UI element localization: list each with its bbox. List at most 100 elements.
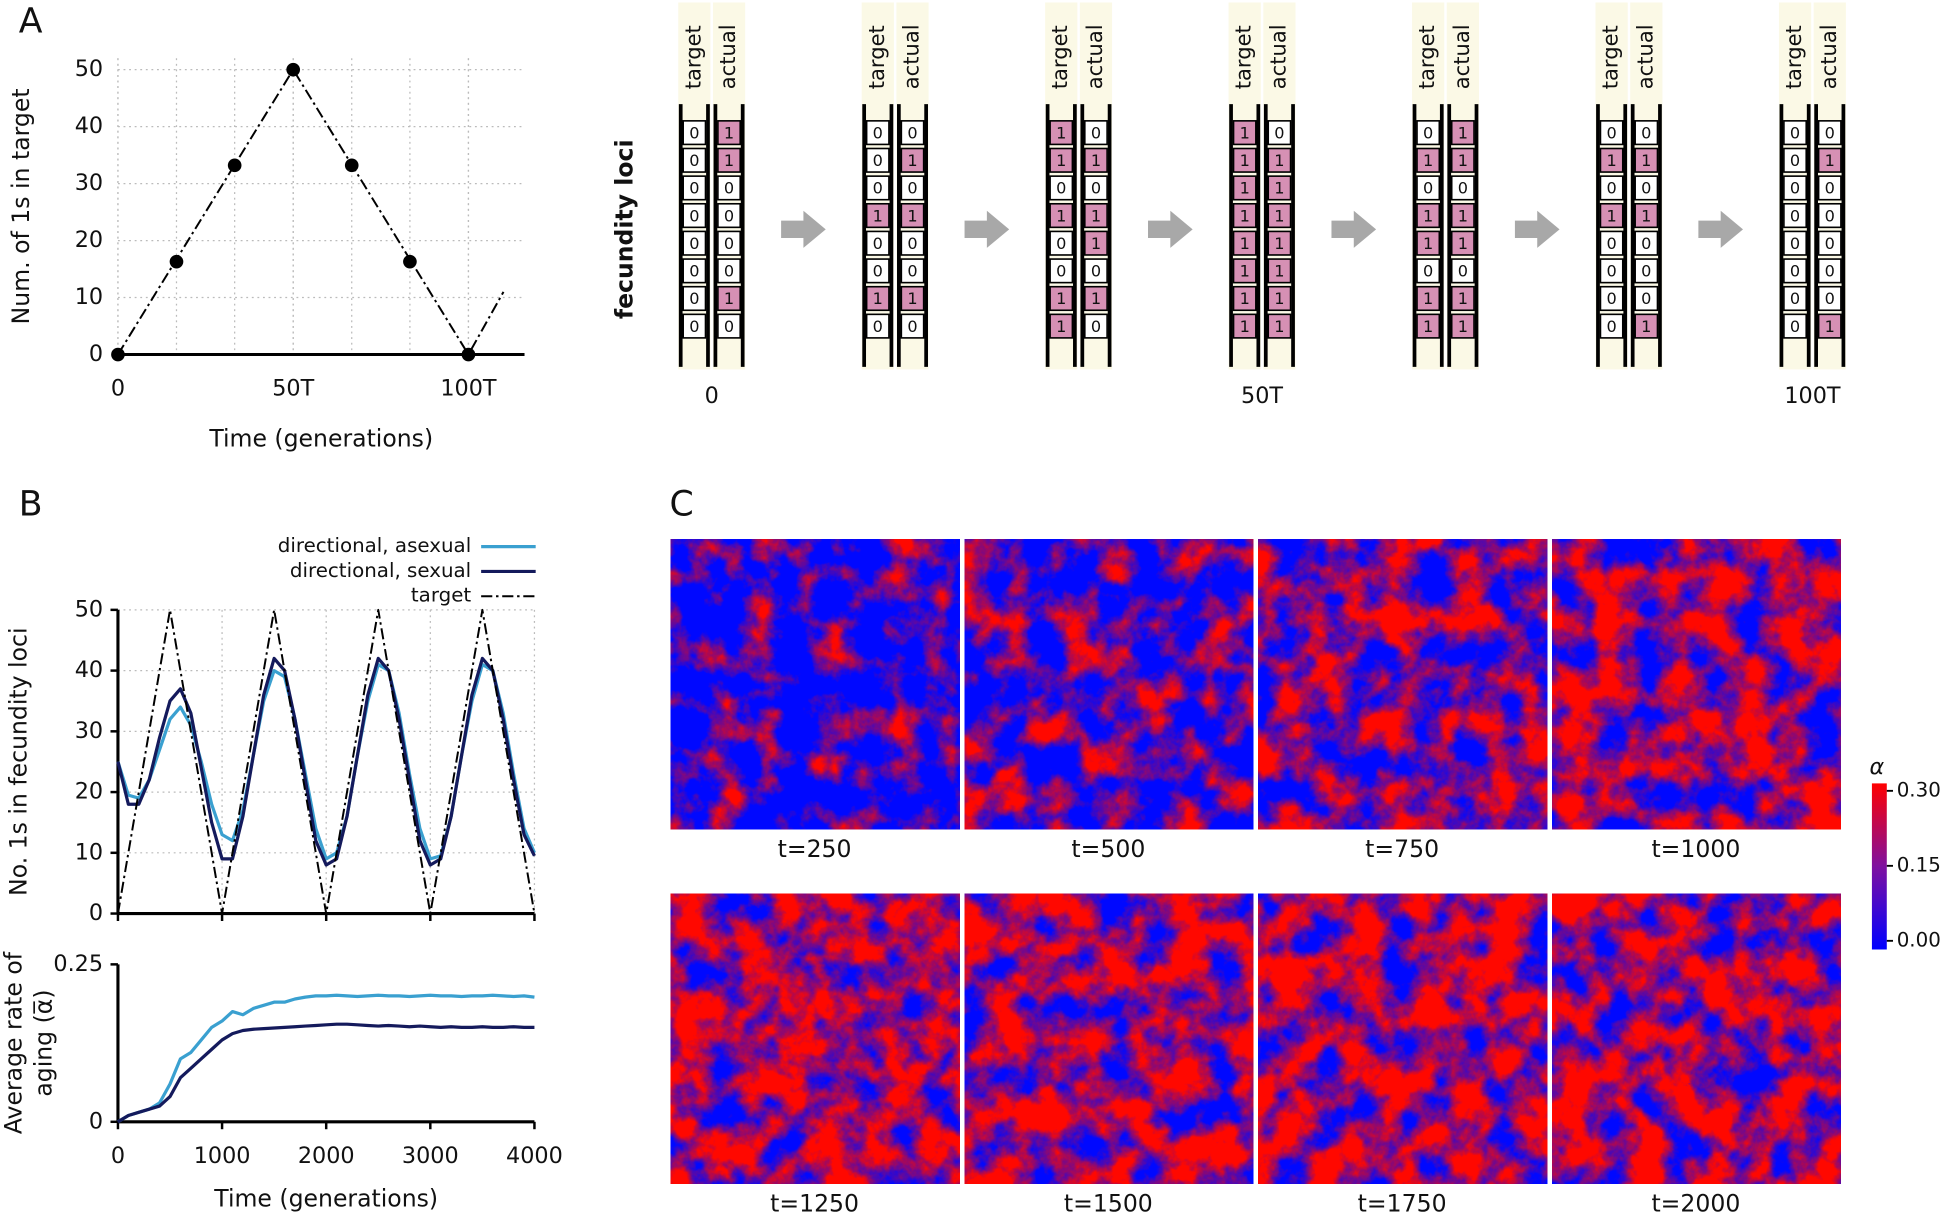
arrow — [1514, 210, 1560, 248]
locus-bit: 0 — [1790, 234, 1800, 253]
locus-bit: 0 — [907, 123, 917, 142]
locus-cell — [1450, 258, 1475, 284]
arrow — [781, 210, 826, 248]
locus-cell — [1783, 147, 1808, 173]
locus-bit: 0 — [1825, 234, 1835, 253]
column-label: actual — [715, 24, 740, 89]
locus-cell — [1232, 202, 1257, 229]
locus-bit: 0 — [1606, 317, 1616, 336]
locus-bit: 1 — [1606, 151, 1616, 170]
locus-bit: 0 — [724, 179, 734, 198]
locus-bit: 0 — [1091, 262, 1101, 281]
locus-cell — [1049, 258, 1074, 284]
locus-cell — [717, 120, 742, 146]
locus-cell — [1599, 230, 1624, 256]
y-tick-label: 10 — [75, 839, 103, 865]
locus-cell — [682, 285, 707, 312]
panel-label: A — [19, 1, 43, 41]
arrow — [1698, 210, 1744, 248]
locus-bit: 0 — [1790, 262, 1800, 281]
locus-bit: 1 — [1274, 151, 1284, 170]
locus-cell — [1416, 258, 1441, 284]
locus-bit: 0 — [907, 234, 917, 253]
locus-cell — [1634, 313, 1659, 339]
data-point — [169, 254, 184, 269]
locus-bit: 0 — [907, 262, 917, 281]
locus-cell — [900, 147, 925, 173]
locus-bit: 0 — [1790, 289, 1800, 308]
y-axis-label: aging (α̅) — [29, 989, 57, 1096]
locus-cell — [1599, 285, 1624, 312]
locus-bit: 1 — [1606, 206, 1616, 225]
locus-cell — [717, 313, 742, 339]
column-label: actual — [899, 24, 924, 89]
locus-bit: 0 — [907, 317, 917, 336]
locus-bit: 1 — [1274, 179, 1284, 198]
locus-cell — [1599, 120, 1624, 146]
locus-cell — [1783, 202, 1808, 229]
locus-bit: 0 — [689, 317, 699, 336]
legend-label: directional, sexual — [290, 559, 471, 582]
locus-cell — [865, 230, 890, 256]
y-tick-label: 30 — [75, 718, 103, 744]
locus-bit: 0 — [689, 123, 699, 142]
series-line — [116, 608, 536, 915]
locus-cell — [717, 285, 742, 312]
x-tick-label: 0 — [111, 1143, 125, 1169]
locus-bit: 0 — [1056, 262, 1066, 281]
locus-cell — [1232, 313, 1257, 339]
locus-cell — [1783, 230, 1808, 256]
locus-bit: 0 — [689, 151, 699, 170]
locus-cell — [1049, 285, 1074, 312]
heatmap-image — [1258, 893, 1548, 1184]
data-point — [403, 254, 417, 269]
locus-cell — [1267, 120, 1292, 146]
locus-bit: 0 — [1641, 234, 1651, 253]
x-tick-label: 1000 — [194, 1143, 251, 1169]
heatmap-image — [1552, 893, 1841, 1184]
colorbar-tick-label: 0.15 — [1897, 853, 1941, 876]
arrow — [964, 210, 1010, 248]
locus-bit: 1 — [1056, 317, 1066, 336]
locus-cell — [1083, 202, 1108, 229]
column-label: target — [1414, 25, 1439, 89]
locus-bit: 1 — [1641, 151, 1651, 170]
locus-cell — [1817, 258, 1842, 284]
locus-cell — [1817, 313, 1842, 339]
locus-cell — [1049, 202, 1074, 229]
locus-cell — [1634, 202, 1659, 229]
locus-cell — [1083, 120, 1108, 146]
locus-cell — [1450, 202, 1475, 229]
locus-cell — [1634, 285, 1659, 312]
y-axis-label: Average rate of — [0, 951, 28, 1134]
column-label: target — [1781, 25, 1806, 89]
series-line — [117, 993, 535, 1124]
locus-cell — [1783, 175, 1808, 201]
y-tick-label: 0.25 — [53, 951, 103, 977]
locus-bit: 0 — [1790, 317, 1800, 336]
column-label: actual — [1265, 24, 1290, 89]
locus-bit: 0 — [1606, 123, 1616, 142]
colorbar-label: α — [1870, 754, 1885, 780]
locus-bit: 1 — [1274, 262, 1284, 281]
locus-bit: 1 — [1056, 289, 1066, 308]
locus-bit: 0 — [873, 123, 883, 142]
locus-cell — [682, 313, 707, 339]
locus-bit: 1 — [1274, 289, 1284, 308]
heatmap-image — [670, 893, 960, 1184]
y-tick-label: 20 — [75, 227, 103, 253]
locus-bit: 1 — [1240, 151, 1250, 170]
heatmap-label: t=1500 — [1064, 1189, 1153, 1216]
locus-cell — [1416, 175, 1441, 201]
locus-bit: 1 — [873, 289, 883, 308]
data-point — [111, 347, 125, 362]
stage-label: 0 — [705, 383, 719, 409]
locus-cell — [1049, 313, 1074, 339]
series-line — [117, 68, 505, 356]
x-tick-label: 100T — [440, 376, 497, 402]
locus-bit: 0 — [1606, 179, 1616, 198]
locus-bit: 0 — [1091, 123, 1101, 142]
y-tick-label: 40 — [75, 657, 103, 683]
locus-bit: 0 — [689, 234, 699, 253]
